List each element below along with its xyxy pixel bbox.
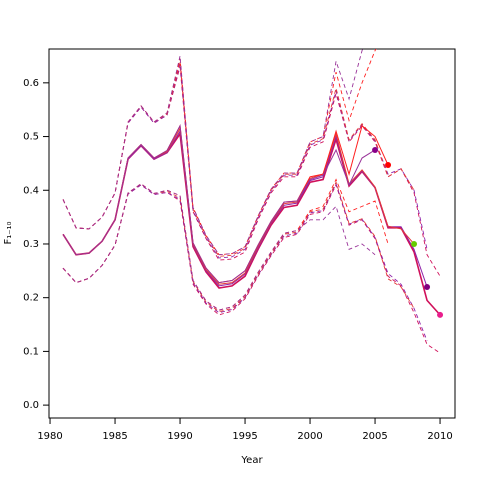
terminal-point [385, 162, 392, 169]
x-tick-label: 2010 [427, 431, 452, 442]
bound-line [62, 63, 428, 259]
x-tick-label: 1985 [102, 431, 127, 442]
terminal-point [437, 311, 444, 318]
terminal-point [411, 240, 418, 247]
bound-line [62, 178, 389, 311]
y-tick-label: 0.5 [23, 132, 39, 143]
y-tick-label: 0.1 [23, 346, 39, 357]
y-tick-label: 0.2 [23, 293, 39, 304]
y-tick-label: 0.6 [23, 78, 39, 89]
plot-area [62, 49, 444, 354]
plot-frame [48, 48, 456, 419]
y-tick-label: 0.0 [23, 400, 39, 411]
y-tick-label: 0.3 [23, 239, 39, 250]
bound-line [62, 183, 441, 354]
x-tick-label: 2000 [297, 431, 322, 442]
terminal-point [372, 146, 379, 153]
y-axis-label: F₁₋₁₀ [3, 221, 14, 244]
bound-line [62, 180, 415, 313]
x-tick-label: 1980 [37, 431, 62, 442]
x-axis-label: Year [240, 455, 263, 466]
estimate-line [62, 124, 376, 284]
bound-line [62, 66, 441, 277]
x-tick-label: 1990 [167, 431, 192, 442]
terminal-point [424, 283, 431, 290]
bound-line [62, 183, 376, 311]
y-tick-label: 0.4 [23, 185, 39, 196]
bound-line [62, 49, 364, 256]
x-tick-label: 2005 [362, 431, 387, 442]
bound-line [62, 182, 428, 341]
x-tick-label: 1995 [232, 431, 257, 442]
